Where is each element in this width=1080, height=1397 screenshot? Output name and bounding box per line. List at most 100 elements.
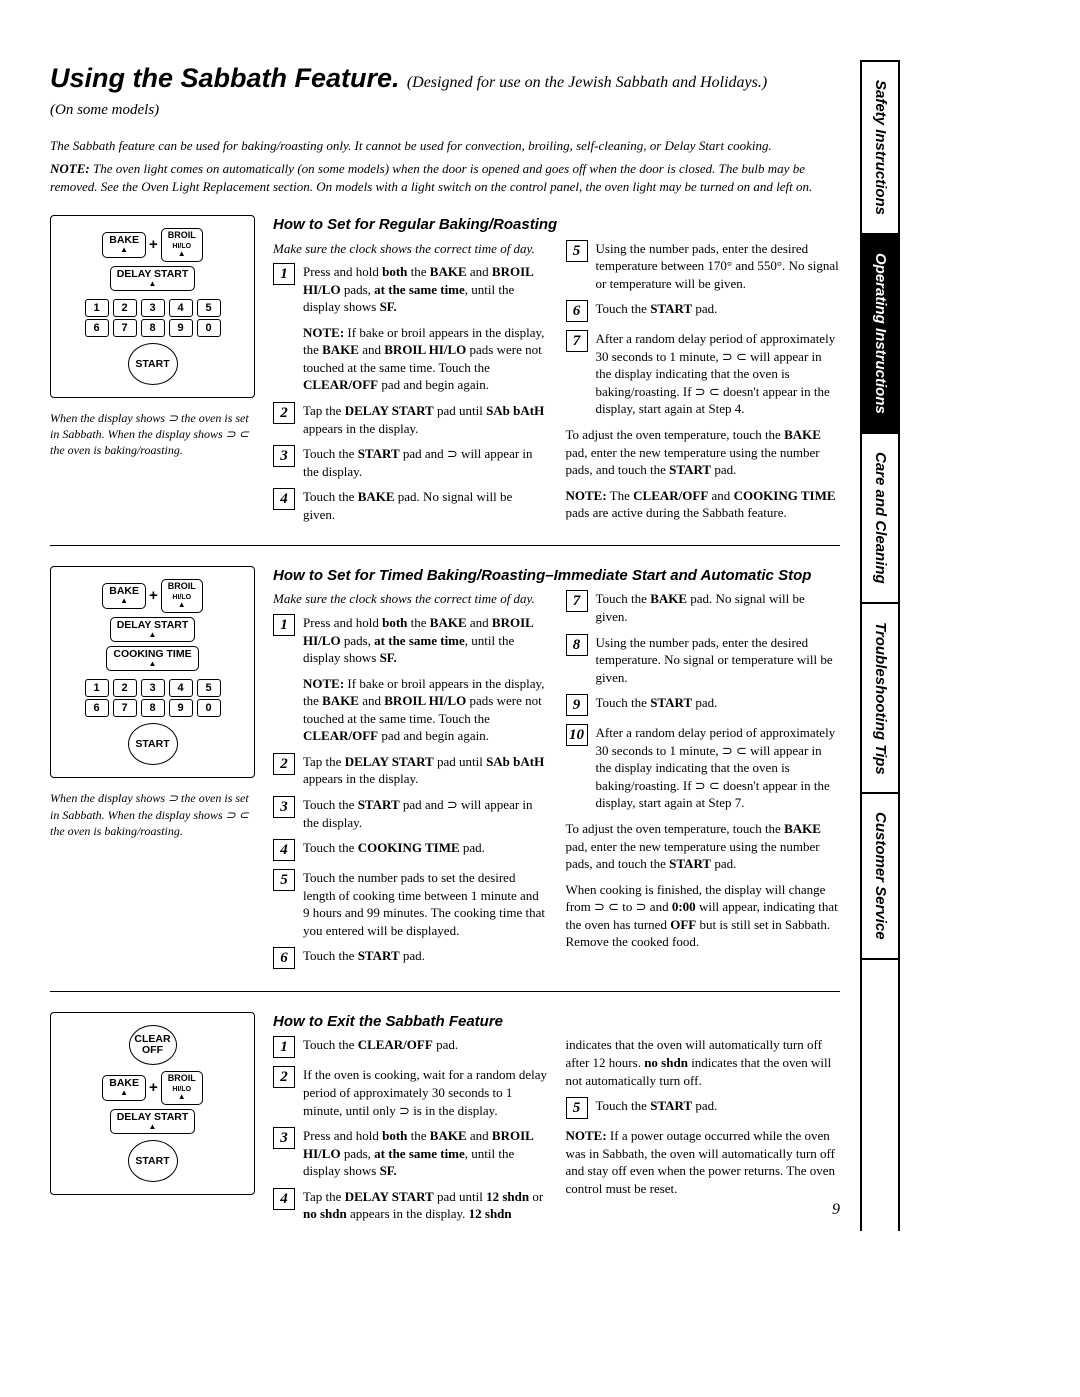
step-number: 10 [566,724,588,746]
step-number: 6 [566,300,588,322]
page-subhead: (On some models) [50,100,840,120]
sec2-step1: Press and hold both the BAKE and BROIL H… [303,614,548,667]
sec2-step2: Tap the DELAY START pad until SAb bAtH a… [303,753,548,788]
step-number: 4 [273,488,295,510]
sec2-step10: After a random delay period of approxima… [596,724,841,812]
sec2-step5: Touch the number pads to set the desired… [303,869,548,939]
sec3-step1: Touch the CLEAR/OFF pad. [303,1036,548,1058]
step-number: 2 [273,402,295,424]
plus-icon: + [149,586,158,606]
sec1-step6: Touch the START pad. [596,300,841,322]
step-number: 3 [273,445,295,467]
tab-customer[interactable]: Customer Service [862,794,898,960]
keypad-num: 7 [113,699,137,717]
sec2-tail2: When cooking is finished, the display wi… [566,881,841,951]
step-number: 5 [273,869,295,891]
sec2-step9: Touch the START pad. [596,694,841,716]
tab-operating[interactable]: Operating Instructions [862,235,898,434]
keypad-num: 8 [141,699,165,717]
keypad-num: 2 [113,679,137,697]
step-number: 1 [273,1036,295,1058]
side-tabs: Safety Instructions Operating Instructio… [860,60,900,1231]
keypad-num: 4 [169,299,193,317]
step-number: 8 [566,634,588,656]
sec1-step7: After a random delay period of approxima… [596,330,841,418]
keypad-num: 1 [85,299,109,317]
sec3-note: NOTE: If a power outage occurred while t… [566,1127,841,1197]
intro-block: The Sabbath feature can be used for baki… [50,137,840,196]
keypad-delay-button: DELAY START▲ [110,1109,196,1134]
keypad-3: CLEAR OFF BAKE▲ + BROILHI/LO▲ DELAY STAR… [50,1012,255,1195]
sec3-cont: indicates that the oven will automatical… [566,1036,841,1089]
keypad-2: BAKE▲ + BROILHI/LO▲ DELAY START▲ COOKING… [50,566,255,778]
step-number: 7 [566,590,588,612]
page-number: 9 [832,1199,840,1221]
keypad-start-button: START [128,1140,178,1182]
page-header: Using the Sabbath Feature. (Designed for… [50,60,840,121]
keypad-cooking-button: COOKING TIME▲ [106,646,198,671]
keypad-num: 0 [197,319,221,337]
sec2-step1-note: NOTE: If bake or broil appears in the di… [303,675,548,745]
intro-p2: NOTE: The oven light comes on automatica… [50,160,840,195]
sec1-title: How to Set for Regular Baking/Roasting [273,215,840,235]
step-number: 6 [273,947,295,969]
keypad-1: BAKE▲ + BROILHI/LO▲ DELAY START▲ 1 2 3 4… [50,215,255,398]
sec3-step4: Tap the DELAY START pad until 12 shdn or… [303,1188,548,1223]
tab-safety[interactable]: Safety Instructions [862,60,898,235]
step-number: 7 [566,330,588,352]
keypad-delay-button: DELAY START▲ [110,617,196,642]
sec2-step3: Touch the START pad and ⊃ will appear in… [303,796,548,831]
intro-p1: The Sabbath feature can be used for baki… [50,137,840,155]
sec2-step8: Using the number pads, enter the desired… [596,634,841,687]
page-title-sub: (Designed for use on the Jewish Sabbath … [407,74,767,91]
keypad-num: 3 [141,679,165,697]
keypad-num: 6 [85,319,109,337]
keypad-bake-button: BAKE▲ [102,583,146,608]
keypad-num: 9 [169,699,193,717]
sec1-step3: Touch the START pad and ⊃ will appear in… [303,445,548,480]
sec1-makesure: Make sure the clock shows the correct ti… [273,240,548,258]
keypad-1-caption: When the display shows ⊃ the oven is set… [50,410,255,459]
keypad-num: 7 [113,319,137,337]
section-regular: BAKE▲ + BROILHI/LO▲ DELAY START▲ 1 2 3 4… [50,215,840,531]
page-title: Using the Sabbath Feature. [50,63,400,93]
keypad-num: 9 [169,319,193,337]
step-number: 2 [273,753,295,775]
keypad-delay-button: DELAY START▲ [110,266,196,291]
keypad-broil-button: BROILHI/LO▲ [161,1071,203,1104]
keypad-num: 8 [141,319,165,337]
plus-icon: + [149,235,158,255]
section-timed: BAKE▲ + BROILHI/LO▲ DELAY START▲ COOKING… [50,566,840,977]
keypad-clear-button: CLEAR OFF [129,1025,177,1065]
sec2-step4: Touch the COOKING TIME pad. [303,839,548,861]
keypad-2-caption: When the display shows ⊃ the oven is set… [50,790,255,839]
keypad-num: 4 [169,679,193,697]
keypad-num: 6 [85,699,109,717]
sec1-step1-note: NOTE: If bake or broil appears in the di… [303,324,548,394]
sec3-step3: Press and hold both the BAKE and BROIL H… [303,1127,548,1180]
step-number: 4 [273,839,295,861]
sec1-step1: Press and hold both the BAKE and BROIL H… [303,263,548,316]
section-exit: CLEAR OFF BAKE▲ + BROILHI/LO▲ DELAY STAR… [50,1012,840,1231]
step-number: 1 [273,263,295,285]
keypad-num: 5 [197,299,221,317]
keypad-num: 5 [197,679,221,697]
keypad-bake-button: BAKE▲ [102,1075,146,1100]
step-number: 4 [273,1188,295,1210]
keypad-num: 2 [113,299,137,317]
sec2-title: How to Set for Timed Baking/Roasting–Imm… [273,566,840,586]
step-number: 5 [566,240,588,262]
sec3-step5: Touch the START pad. [596,1097,841,1119]
divider [50,545,840,546]
keypad-num: 3 [141,299,165,317]
keypad-broil-button: BROILHI/LO▲ [161,228,203,261]
keypad-start-button: START [128,723,178,765]
tab-care[interactable]: Care and Cleaning [862,434,898,604]
sec2-step7: Touch the BAKE pad. No signal will be gi… [596,590,841,625]
divider [50,991,840,992]
tab-troubleshooting[interactable]: Troubleshooting Tips [862,604,898,795]
step-number: 3 [273,796,295,818]
sec3-step2: If the oven is cooking, wait for a rando… [303,1066,548,1119]
sec1-tail1: To adjust the oven temperature, touch th… [566,426,841,479]
step-number: 9 [566,694,588,716]
